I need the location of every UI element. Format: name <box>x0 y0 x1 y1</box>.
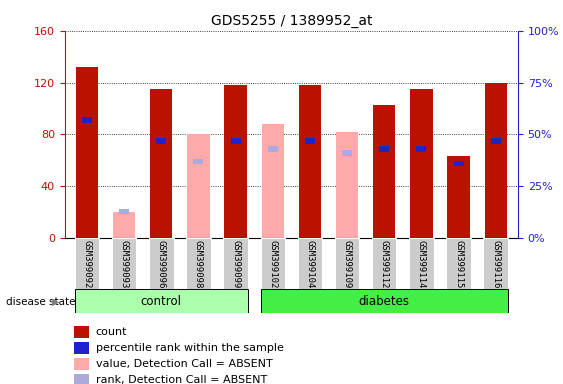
Text: GSM399104: GSM399104 <box>305 240 314 288</box>
Bar <box>299 85 321 238</box>
Text: GSM399116: GSM399116 <box>491 240 500 288</box>
Bar <box>446 238 471 290</box>
Bar <box>485 83 507 238</box>
Bar <box>74 326 89 338</box>
Bar <box>157 138 166 144</box>
Bar <box>224 238 248 290</box>
Bar <box>342 151 352 156</box>
Bar <box>74 358 89 370</box>
Bar <box>454 161 463 166</box>
Text: GSM399099: GSM399099 <box>231 240 240 288</box>
Text: GSM399102: GSM399102 <box>269 240 278 288</box>
Bar <box>262 124 284 238</box>
Bar <box>76 67 98 238</box>
Bar <box>305 138 315 144</box>
Bar <box>149 238 173 290</box>
Text: disease state: disease state <box>6 297 75 307</box>
Text: GSM399093: GSM399093 <box>120 240 129 288</box>
Bar <box>82 117 92 123</box>
Text: GSM399092: GSM399092 <box>83 240 92 288</box>
Bar <box>261 238 285 290</box>
Bar <box>75 289 248 313</box>
Bar <box>231 138 240 144</box>
Text: percentile rank within the sample: percentile rank within the sample <box>96 343 284 353</box>
Bar <box>186 238 211 290</box>
Text: ▶: ▶ <box>52 297 59 307</box>
Bar <box>336 132 358 238</box>
Bar <box>491 138 501 144</box>
Text: control: control <box>141 295 182 308</box>
Bar <box>194 159 203 164</box>
Bar <box>373 104 395 238</box>
Bar <box>113 212 135 238</box>
Bar <box>268 146 278 152</box>
Bar <box>409 238 434 290</box>
Bar <box>379 146 389 152</box>
Text: GSM399115: GSM399115 <box>454 240 463 288</box>
Bar <box>261 289 508 313</box>
Text: GSM399098: GSM399098 <box>194 240 203 288</box>
Text: count: count <box>96 326 127 337</box>
Text: rank, Detection Call = ABSENT: rank, Detection Call = ABSENT <box>96 375 267 384</box>
Bar <box>112 238 136 290</box>
Bar <box>74 342 89 354</box>
Text: GSM399112: GSM399112 <box>379 240 388 288</box>
Bar <box>335 238 359 290</box>
Bar <box>410 89 432 238</box>
Bar <box>484 238 508 290</box>
Bar <box>187 134 209 238</box>
Title: GDS5255 / 1389952_at: GDS5255 / 1389952_at <box>211 14 372 28</box>
Bar <box>75 238 99 290</box>
Text: diabetes: diabetes <box>359 295 410 308</box>
Bar <box>225 85 247 238</box>
Bar <box>372 238 396 290</box>
Text: GSM399114: GSM399114 <box>417 240 426 288</box>
Text: GSM399096: GSM399096 <box>157 240 166 288</box>
Bar <box>417 146 426 152</box>
Bar <box>448 156 470 238</box>
Bar <box>74 374 89 384</box>
Bar <box>119 209 129 214</box>
Text: value, Detection Call = ABSENT: value, Detection Call = ABSENT <box>96 359 272 369</box>
Bar <box>298 238 322 290</box>
Bar <box>150 89 172 238</box>
Text: GSM399109: GSM399109 <box>342 240 351 288</box>
